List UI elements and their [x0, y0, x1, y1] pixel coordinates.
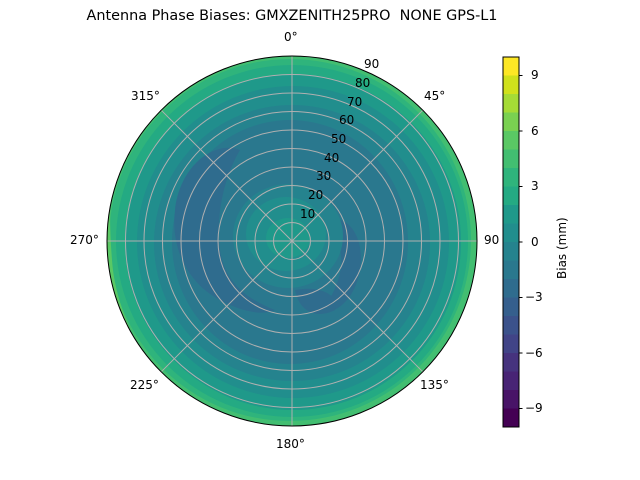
- azimuth-label-90: 90: [484, 233, 500, 247]
- radial-label-20: 20: [308, 188, 324, 202]
- colorbar-tick-neg3: −3: [525, 290, 543, 304]
- chart-title: Antenna Phase Biases: GMXZENITH25PRO NON…: [86, 8, 498, 24]
- radial-label-90: 90: [364, 57, 380, 71]
- azimuth-label-315: 315°: [131, 89, 160, 103]
- radial-label-40: 40: [324, 151, 340, 165]
- radial-label-30: 30: [316, 169, 332, 183]
- azimuth-label-180: 180°: [276, 437, 305, 451]
- colorbar-tick-6: 6: [531, 124, 539, 138]
- radial-label-70: 70: [347, 95, 363, 109]
- colorbar: [502, 56, 523, 428]
- azimuth-label-45: 45°: [424, 89, 446, 103]
- radial-label-60: 60: [339, 113, 355, 127]
- azimuth-label-270: 270°: [70, 233, 99, 247]
- polar-frame: [106, 55, 478, 427]
- colorbar-tick-neg9: −9: [525, 401, 543, 415]
- angular-gridlines: [107, 56, 477, 426]
- azimuth-label-0: 0°: [284, 30, 298, 44]
- colorbar-tick-3: 3: [531, 179, 539, 193]
- azimuth-label-225: 225°: [130, 378, 159, 392]
- radial-label-50: 50: [331, 132, 347, 146]
- colorbar-tick-neg6: −6: [525, 346, 543, 360]
- colorbar-tick-9: 9: [531, 68, 539, 82]
- azimuth-label-135: 135°: [420, 378, 449, 392]
- radial-label-80: 80: [355, 76, 371, 90]
- colorbar-tick-0: 0: [531, 235, 539, 249]
- colorbar-title: Bias (mm): [555, 217, 569, 279]
- radial-label-10: 10: [300, 207, 316, 221]
